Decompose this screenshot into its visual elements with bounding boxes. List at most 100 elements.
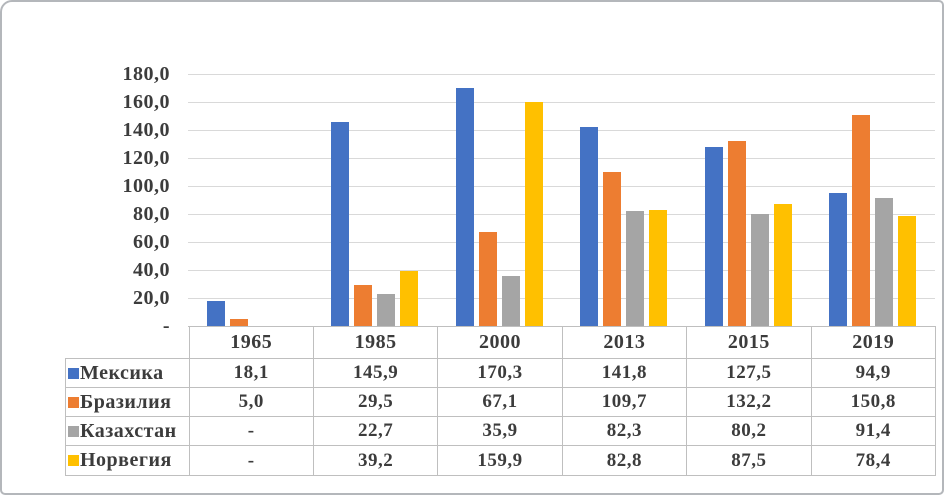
gridline: [188, 130, 935, 131]
bar-Норвегия-1985: [400, 271, 419, 326]
y-axis-tick-label: 120,0: [122, 147, 170, 169]
value-cell: 109,7: [561, 387, 688, 417]
value-cell: -: [188, 416, 314, 446]
legend-cell: Бразилия: [65, 387, 190, 417]
bar-group-1985: [313, 74, 438, 326]
bar-Бразилия-2019: [852, 115, 871, 326]
gridline: [188, 74, 935, 75]
value-cell: -: [188, 445, 314, 476]
value-cell: 170,3: [437, 358, 563, 388]
bar-Казахстан-2000: [501, 276, 520, 326]
legend-label: Мексика: [80, 361, 164, 384]
bar-Казахстан-2013: [626, 211, 645, 326]
bar-Казахстан-1985: [377, 294, 396, 326]
value-cell: 29,5: [312, 387, 439, 417]
bar-Норвегия-2000: [524, 102, 543, 326]
legend-swatch-icon: [68, 396, 79, 408]
value-cell: 132,2: [686, 387, 812, 417]
plot-area: [188, 74, 935, 326]
legend-swatch-icon: [68, 367, 79, 379]
value-cell: 67,1: [437, 387, 563, 417]
gridline: [188, 298, 935, 299]
bar-Бразилия-2000: [478, 232, 497, 326]
y-axis-tick-label: -: [162, 315, 170, 337]
legend-label: Казахстан: [80, 419, 177, 442]
value-cell: 35,9: [437, 416, 563, 446]
value-cell: 87,5: [686, 445, 812, 476]
year-header-cell: 2013: [561, 326, 688, 359]
value-cell: 78,4: [810, 445, 937, 476]
series-row-Норвегия: Норвегия -39,2 159,9 82,8 87,5 78,4: [65, 445, 937, 476]
value-cell: 80,2: [686, 416, 812, 446]
y-axis-tick-label: 180,0: [122, 63, 170, 85]
legend-swatch-icon: [68, 455, 79, 466]
year-header-cell: 1965: [188, 326, 314, 359]
bar-Бразилия-1985: [354, 285, 373, 326]
gridline: [188, 242, 935, 243]
bar-group-2000: [437, 74, 562, 326]
bar-Мексика-1965: [206, 301, 225, 326]
bar-Бразилия-2015: [727, 141, 746, 326]
legend-label: Бразилия: [80, 390, 172, 413]
value-cell: 82,8: [561, 445, 688, 476]
bar-Бразилия-2013: [603, 172, 622, 326]
value-cell: 145,9: [312, 358, 439, 388]
bar-Бразилия-1965: [229, 319, 248, 326]
legend-cell: Казахстан: [65, 416, 190, 446]
bar-Казахстан-2015: [750, 214, 769, 326]
value-cell: 159,9: [437, 445, 563, 476]
data-table-body: 1965 1985 2000 2013 2015 2019 Мексика 18,1 145,9…: [65, 326, 937, 476]
bar-group-2013: [562, 74, 687, 326]
table-header-row: 1965 1985 2000 2013 2015 2019: [66, 326, 937, 359]
value-cell: 22,7: [312, 416, 439, 446]
bar-group-2015: [686, 74, 811, 326]
bar-Мексика-2019: [829, 193, 848, 326]
series-row-Мексика: Мексика 18,1 145,9 170,3 141,8 127,5 94,9: [65, 358, 937, 388]
data-table-wrap: 1965 1985 2000 2013 2015 2019 Мексика 18,1 145,9…: [65, 326, 937, 476]
table-blank-corner-cell: [66, 327, 190, 359]
value-cell: 127,5: [686, 358, 812, 388]
y-axis-tick-label: 140,0: [122, 119, 170, 141]
gridline: [188, 270, 935, 271]
value-cell: 150,8: [810, 387, 937, 417]
bar-Норвегия-2019: [898, 216, 917, 326]
bar-group-1965: [188, 74, 313, 326]
y-axis-tick-label: 60,0: [133, 231, 170, 253]
value-cell: 82,3: [561, 416, 688, 446]
legend-label: Норвегия: [80, 449, 172, 471]
bar-Мексика-2015: [704, 147, 723, 326]
y-axis-tick-label: 20,0: [133, 287, 170, 309]
y-axis-tick-label: 160,0: [122, 91, 170, 113]
bar-group-2019: [811, 74, 936, 326]
value-cell: 94,9: [810, 358, 937, 388]
gridline: [188, 214, 935, 215]
series-row-Бразилия: Бразилия 5,0 29,5 67,1 109,7 132,2 150,8: [65, 387, 937, 417]
y-axis-tick-label: 100,0: [122, 175, 170, 197]
y-axis-tick-label: 40,0: [133, 259, 170, 281]
value-cell: 5,0: [188, 387, 314, 417]
data-table: 1965 1985 2000 2013 2015 2019 Мексика 18,1 145,9…: [65, 326, 937, 476]
gridline: [188, 186, 935, 187]
value-cell: 91,4: [810, 416, 937, 446]
value-cell: 18,1: [188, 358, 314, 388]
legend-cell: Норвегия: [65, 445, 190, 476]
bar-Норвегия-2015: [773, 204, 792, 326]
series-row-Казахстан: Казахстан -22,7 35,9 82,3 80,2 91,4: [65, 416, 937, 446]
value-cell: 39,2: [312, 445, 439, 476]
bar-Норвегия-2013: [649, 210, 668, 326]
y-axis-tick-label: 80,0: [133, 203, 170, 225]
value-cell: 141,8: [561, 358, 688, 388]
bar-Казахстан-2019: [875, 198, 894, 326]
bar-Мексика-1985: [331, 122, 350, 326]
year-header-cell: 2000: [437, 326, 563, 359]
year-header-cell: 2015: [686, 326, 812, 359]
bar-Мексика-2000: [455, 88, 474, 326]
gridline: [188, 102, 935, 103]
legend-swatch-icon: [68, 425, 79, 437]
year-header-cell: 2019: [810, 326, 937, 359]
gridline: [188, 158, 935, 159]
bar-Мексика-2013: [580, 127, 599, 326]
legend-cell: Мексика: [65, 358, 190, 388]
